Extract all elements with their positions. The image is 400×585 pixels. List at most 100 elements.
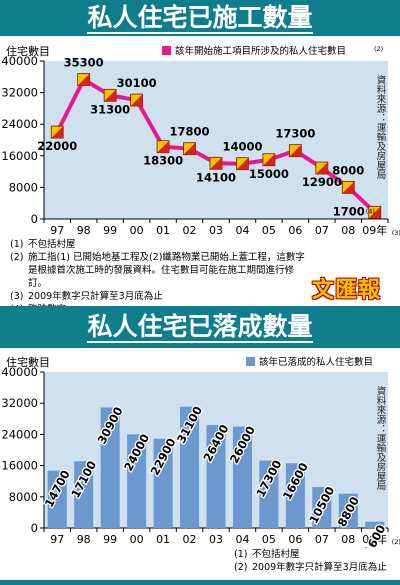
bar <box>127 434 147 528</box>
legend-label: 該年開始施工項目所涉及的私人住宅數目 <box>175 45 346 57</box>
bar-chart-title-banner: 私人住宅已落成數量 <box>0 306 400 348</box>
note-text: 不包括村屋 <box>252 549 300 560</box>
bar-chart-x-tick-label: 01 <box>156 533 170 546</box>
bar-chart-x-tick-label: 02 <box>183 533 197 546</box>
legend-note: (2) <box>374 45 383 53</box>
data-point-marker-shade <box>368 206 381 219</box>
note-number: (3) <box>10 291 24 302</box>
bar <box>153 438 173 528</box>
line-chart-x-tick-label: 09年 <box>362 223 387 237</box>
line-chart-y-tick-label: 24000 <box>1 117 38 131</box>
line-chart-x-tick-label: 08 <box>341 224 355 237</box>
line-chart-x-tick-label: 01 <box>156 224 170 237</box>
note-text: 2009年數字只計算至3月底為止 <box>252 562 387 573</box>
line-chart-x-note: (3) <box>392 229 400 237</box>
line-chart-x-tick-label: 97 <box>50 224 64 237</box>
data-label: 12900 <box>302 175 342 189</box>
note-text: 2009年數字只計算至3月底為止 <box>28 291 163 302</box>
bottom-bar <box>0 580 400 585</box>
bar-chart-y-tick-label: 40000 <box>1 365 38 379</box>
line-chart-y-tick-label: 32000 <box>1 86 38 100</box>
line-chart-x-tick-label: 02 <box>183 224 197 237</box>
bar <box>47 470 67 528</box>
construction-line-chart: 0 8000 16000 24000 32000 40000 97 98 99 00 01 02 03 0… <box>1 44 400 237</box>
line-chart-x-tick-label: 98 <box>77 224 91 237</box>
line-chart-x-tick-label: 03 <box>209 224 223 237</box>
data-point-marker-shade <box>262 153 275 166</box>
bar-chart-x-tick-label: 09年 <box>362 532 387 546</box>
bar <box>180 406 200 528</box>
data-label: 35300 <box>64 56 104 70</box>
data-point-marker-shade <box>130 94 143 107</box>
line-chart-x-tick-label: 04 <box>235 224 249 237</box>
line-chart-x-tick-label: 07 <box>315 224 329 237</box>
data-point-marker-shade <box>289 144 302 157</box>
bar-chart-x-tick-label: 08 <box>341 533 355 546</box>
note-item: (2) 2009年數字只計算至3月底為止 <box>234 561 399 574</box>
bar <box>259 460 279 528</box>
legend-swatch <box>162 46 171 55</box>
data-label: 1700 <box>333 204 365 218</box>
bar-chart-x-tick-label: 05 <box>262 533 276 546</box>
line-chart-y-tick-label: 0 <box>31 212 38 226</box>
bar-chart-y-axis-label: 住宅數目 <box>6 355 50 369</box>
note-number: (1) <box>234 549 248 560</box>
bar-chart-y-tick-label: 24000 <box>1 427 38 441</box>
bar-chart-x-tick-label: 04 <box>235 533 249 546</box>
data-label: 30100 <box>117 76 157 90</box>
bar-chart-y-tick-label: 16000 <box>1 459 38 473</box>
bar <box>232 426 252 528</box>
bar <box>285 463 305 528</box>
bar-chart-x-tick-label: 03 <box>209 533 223 546</box>
note-number: (1) <box>10 239 24 250</box>
line-chart-y-axis-label: 住宅數目 <box>6 44 50 58</box>
line-chart-plot-area <box>44 61 388 219</box>
line-chart-notes: (1) 不包括村屋 (2) 施工指(1) 已開始地基工程及(2)纖路物業已開始上蓋工… <box>10 238 310 316</box>
bar-chart-x-tick-label: 99 <box>103 533 117 546</box>
line-chart-x-tick-label: 99 <box>103 224 117 237</box>
bar-chart-x-tick-label: 00 <box>130 533 144 546</box>
data-point-marker-shade <box>342 181 355 194</box>
newspaper-logo: 文匯報 <box>312 277 382 303</box>
data-point-marker-shade <box>77 73 90 86</box>
data-point-marker-shade <box>315 162 328 175</box>
bar-chart-y-tick-label: 8000 <box>9 490 38 504</box>
legend-label: 該年已落成的私人住宅數目 <box>259 356 373 368</box>
line-chart-y-tick-label: 40000 <box>1 54 38 68</box>
note-item: (1) 不包括村屋 <box>10 238 310 251</box>
note-text: 不包括村屋 <box>28 239 76 250</box>
bar-chart-x-tick-label: 98 <box>77 533 91 546</box>
bar <box>206 425 226 528</box>
bar-chart-source-text: 資料來源：運輸及房屋局 <box>375 385 387 491</box>
line-chart-x-tick-label: 00 <box>130 224 144 237</box>
data-label: 14000 <box>222 140 262 154</box>
bar <box>365 521 385 528</box>
bar-chart-x-tick-label: 97 <box>50 533 64 546</box>
bar <box>100 407 120 528</box>
data-point-marker-shade <box>183 142 196 155</box>
data-label: 18300 <box>143 154 183 168</box>
bar-chart-y-tick-label: 32000 <box>1 396 38 410</box>
bar <box>338 493 358 528</box>
legend-swatch <box>246 357 255 366</box>
data-label: 17300 <box>275 127 315 141</box>
data-label: 22000 <box>37 139 77 153</box>
data-label: 15000 <box>249 167 289 181</box>
data-label: 8000 <box>332 163 364 177</box>
note-number: (2) <box>10 252 24 263</box>
data-label-note: (4) <box>366 207 375 215</box>
note-item: (3) 2009年數字只計算至3月底為止 <box>10 290 310 303</box>
data-point-marker-shade <box>157 140 170 153</box>
bar <box>74 461 94 528</box>
data-point-marker-shade <box>51 126 64 139</box>
bar-chart-y-tick-label: 0 <box>31 521 38 535</box>
completion-bar-chart: 0 8000 16000 24000 32000 40000 97 98 99 00 01 02 03 0… <box>1 355 400 548</box>
data-point-marker-shade <box>104 89 117 102</box>
note-text: 施工指(1) 已開始地基工程及(2)纖路物業已開始上蓋工程，這數字是根據首次施工… <box>28 252 305 289</box>
note-item: (2) 施工指(1) 已開始地基工程及(2)纖路物業已開始上蓋工程，這數字是根據首… <box>10 251 310 290</box>
bar-chart-notes: (1) 不包括村屋 (2) 2009年數字只計算至3月底為止 <box>234 548 399 574</box>
line-chart-source-text: 資料來源：運輸及房屋局 <box>375 74 387 180</box>
bar-chart-x-tick-label: 06 <box>288 533 302 546</box>
data-point-marker-shade <box>236 157 249 170</box>
line-chart-y-tick-label: 16000 <box>1 149 38 163</box>
